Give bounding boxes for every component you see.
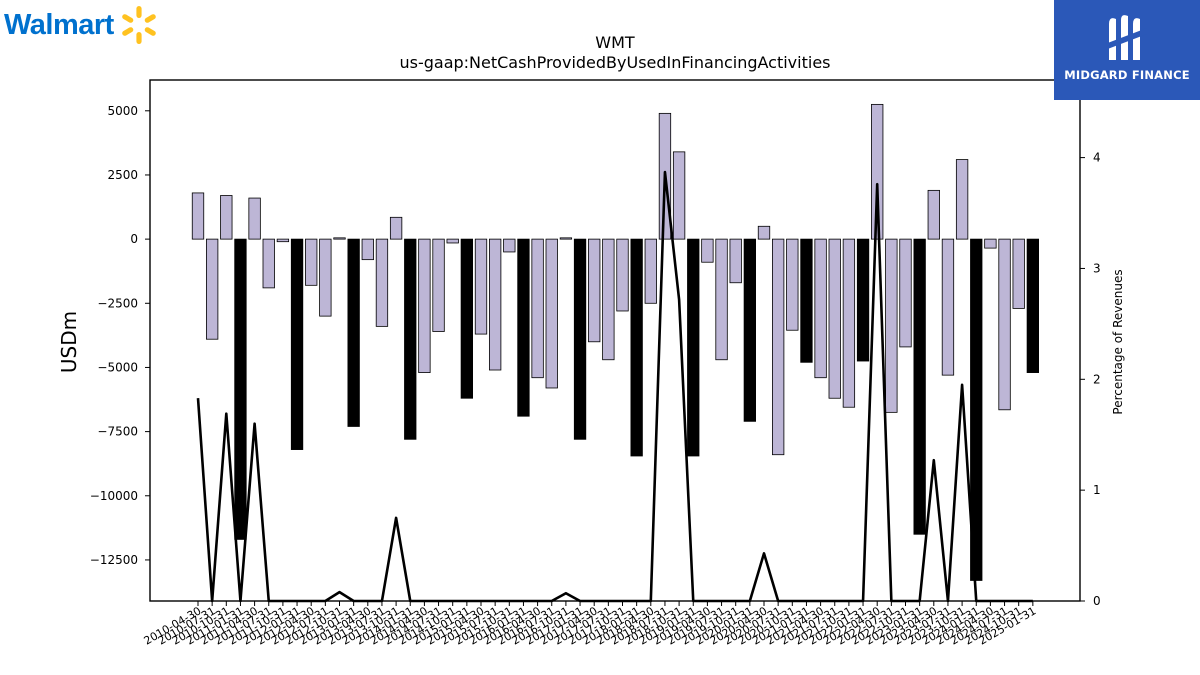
bar bbox=[984, 238, 997, 249]
bar bbox=[602, 238, 615, 361]
y-tick-label: −10000 bbox=[90, 489, 138, 503]
bar bbox=[913, 238, 926, 535]
bar bbox=[573, 238, 587, 440]
bar bbox=[503, 238, 516, 253]
y-tick-label: −12500 bbox=[90, 553, 138, 567]
bar bbox=[276, 238, 290, 243]
bar bbox=[687, 238, 700, 457]
y-tick-label: 5000 bbox=[107, 104, 138, 118]
bar bbox=[262, 238, 275, 289]
bar bbox=[220, 195, 233, 240]
bar bbox=[418, 238, 431, 373]
bar bbox=[191, 192, 205, 240]
y-axis-ticks: 5000 2500 0 −2500 −5000 −7500 −10000 −12500 bbox=[90, 104, 150, 567]
y2-tick-label: 0 bbox=[1093, 594, 1101, 608]
bar bbox=[955, 159, 969, 240]
y2-axis-label: Percentage of Revenues bbox=[1111, 269, 1125, 414]
percentage-line bbox=[196, 170, 1033, 603]
bar bbox=[743, 238, 756, 422]
bar bbox=[305, 238, 318, 286]
bar bbox=[248, 197, 261, 240]
y2-tick-label: 1 bbox=[1093, 483, 1101, 497]
bar bbox=[772, 238, 785, 456]
bar bbox=[871, 103, 884, 240]
bar bbox=[899, 238, 912, 348]
bar bbox=[404, 238, 417, 440]
bar bbox=[460, 238, 474, 399]
bar bbox=[290, 238, 304, 450]
bar bbox=[715, 238, 728, 361]
bar bbox=[432, 238, 445, 332]
y2-axis-ticks: 0 1 2 3 4 bbox=[1080, 151, 1101, 608]
bar bbox=[842, 238, 856, 408]
y2-tick-label: 2 bbox=[1093, 372, 1101, 386]
y2-tick-label: 3 bbox=[1093, 261, 1101, 275]
bar bbox=[786, 238, 799, 331]
bar bbox=[814, 238, 827, 379]
bar bbox=[970, 238, 983, 581]
chart-subtitle: us-gaap:NetCashProvidedByUsedInFinancing… bbox=[399, 53, 830, 72]
bar bbox=[375, 238, 389, 327]
bar bbox=[559, 237, 573, 240]
bar bbox=[885, 238, 898, 413]
bar bbox=[488, 238, 502, 371]
bar bbox=[630, 238, 643, 457]
walmart-spark-icon bbox=[122, 6, 156, 44]
y-tick-label: −7500 bbox=[97, 425, 138, 439]
bar bbox=[205, 238, 219, 340]
bar bbox=[361, 238, 374, 261]
midgard-mark-icon bbox=[1105, 15, 1147, 61]
bar bbox=[531, 238, 544, 379]
bar bbox=[333, 237, 346, 240]
bar bbox=[927, 189, 940, 240]
y-tick-label: −5000 bbox=[97, 360, 138, 374]
walmart-wordmark: Walmart bbox=[4, 8, 114, 41]
walmart-logo: Walmart bbox=[4, 4, 174, 46]
bar bbox=[347, 238, 360, 427]
bar bbox=[828, 238, 841, 399]
bar bbox=[941, 238, 955, 376]
percentage-line-series bbox=[196, 170, 1033, 603]
bar bbox=[234, 238, 247, 540]
y2-tick-label: 4 bbox=[1093, 151, 1101, 165]
bar bbox=[1026, 238, 1039, 373]
bar bbox=[319, 238, 332, 317]
y-tick-label: 0 bbox=[130, 232, 138, 246]
bar bbox=[800, 238, 813, 363]
bar bbox=[517, 238, 530, 417]
y-axis-label: USDm bbox=[57, 311, 81, 373]
bar bbox=[998, 238, 1011, 411]
bar bbox=[757, 225, 771, 240]
bar bbox=[389, 216, 403, 240]
bar bbox=[545, 238, 558, 389]
bar bbox=[1012, 238, 1025, 309]
bar-series bbox=[191, 103, 1039, 581]
midgard-finance-logo: MIDGARD FINANCE bbox=[1054, 0, 1200, 100]
x-axis-ticks: 2010-04-302010-07-312010-10-312011-01-31… bbox=[142, 601, 1038, 648]
bar bbox=[446, 238, 459, 244]
y-tick-label: 2500 bbox=[107, 168, 138, 182]
plot-frame bbox=[149, 79, 1081, 602]
bar bbox=[729, 238, 742, 284]
bar bbox=[644, 238, 657, 304]
bar bbox=[701, 238, 714, 263]
bar bbox=[616, 238, 629, 312]
bar bbox=[588, 238, 601, 343]
chart-title: WMT bbox=[595, 33, 635, 52]
bar bbox=[856, 238, 870, 362]
midgard-finance-name: MIDGARD FINANCE bbox=[1064, 68, 1190, 82]
bar bbox=[672, 151, 686, 240]
y-tick-label: −2500 bbox=[97, 296, 138, 310]
bar bbox=[474, 238, 488, 335]
